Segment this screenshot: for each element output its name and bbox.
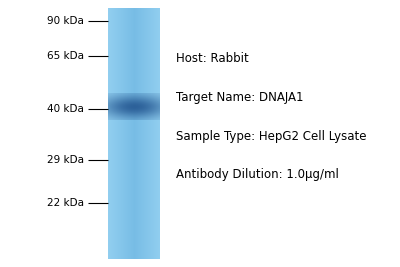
Text: Host: Rabbit: Host: Rabbit — [176, 52, 249, 65]
Text: 65 kDa: 65 kDa — [47, 51, 84, 61]
Text: Target Name: DNAJA1: Target Name: DNAJA1 — [176, 91, 304, 104]
Text: Antibody Dilution: 1.0µg/ml: Antibody Dilution: 1.0µg/ml — [176, 168, 339, 181]
Text: 40 kDa: 40 kDa — [47, 104, 84, 115]
Text: 29 kDa: 29 kDa — [47, 155, 84, 165]
Text: 90 kDa: 90 kDa — [47, 16, 84, 26]
Text: 22 kDa: 22 kDa — [47, 198, 84, 208]
Text: Sample Type: HepG2 Cell Lysate: Sample Type: HepG2 Cell Lysate — [176, 130, 366, 143]
